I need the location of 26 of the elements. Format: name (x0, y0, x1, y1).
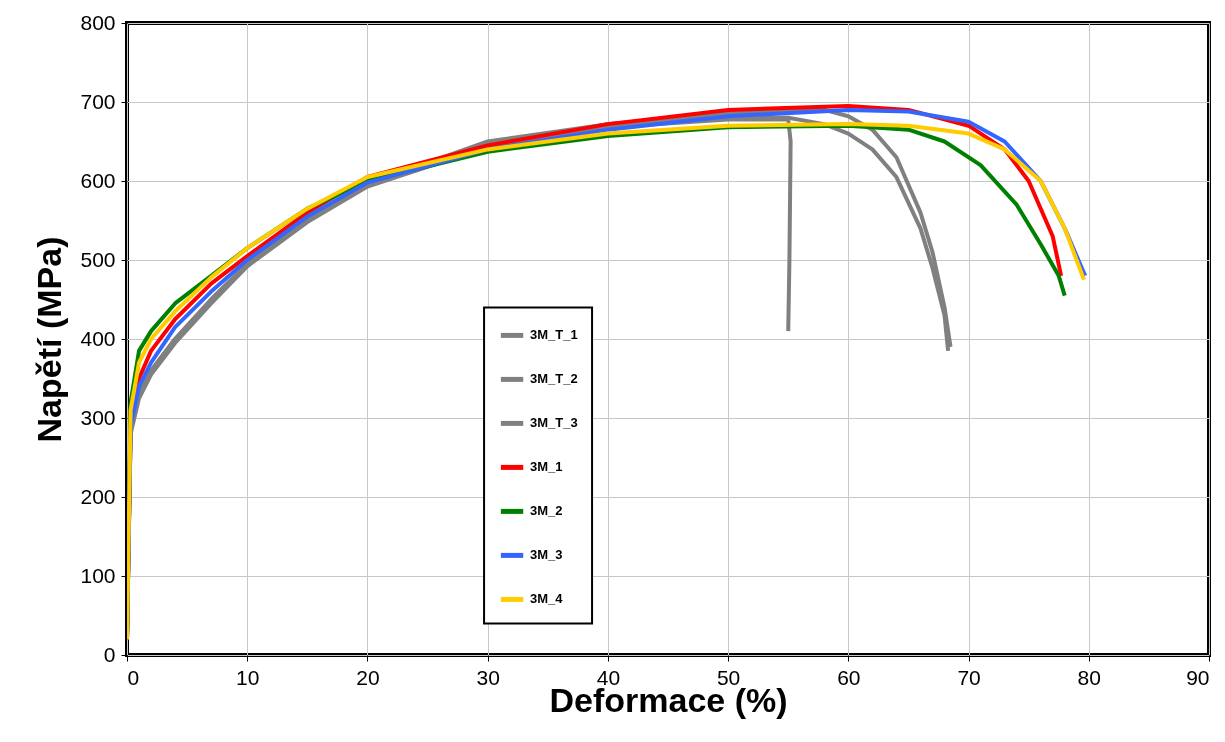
legend-label: 3M_2 (530, 503, 563, 519)
x-tick-label: 80 (1077, 665, 1101, 689)
y-tick-label: 400 (80, 326, 116, 350)
y-axis-title: Napětí (MPa) (30, 236, 69, 443)
x-tick-label: 90 (1186, 665, 1210, 689)
x-tick-label: 30 (476, 665, 500, 689)
x-tick-label: 10 (236, 665, 260, 689)
legend-label: 3M_4 (530, 591, 564, 607)
y-tick-label: 300 (80, 405, 116, 429)
x-tick-label: 60 (837, 665, 861, 689)
legend-label: 3M_T_1 (530, 327, 578, 343)
y-tick-label: 800 (80, 10, 116, 34)
y-tick-label: 0 (103, 642, 116, 666)
x-tick-label: 50 (716, 665, 741, 689)
legend-label: 3M_1 (530, 459, 563, 475)
y-tick-label: 500 (80, 247, 116, 271)
x-tick-label: 70 (957, 665, 981, 689)
y-tick-label: 200 (80, 484, 116, 508)
y-tick-label: 700 (80, 89, 116, 113)
legend-label: 3M_T_3 (530, 415, 578, 431)
x-tick-label: 0 (127, 665, 140, 689)
x-tick-label: 20 (356, 665, 380, 689)
legend-label: 3M_T_2 (530, 371, 578, 387)
legend-label: 3M_3 (530, 547, 563, 563)
y-tick-label: 100 (80, 563, 116, 587)
y-tick-label: 600 (80, 168, 116, 192)
